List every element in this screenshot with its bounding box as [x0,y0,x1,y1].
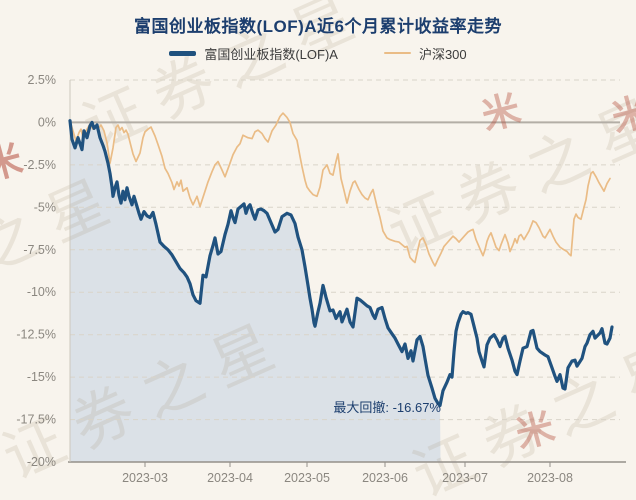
legend-item-0: 富国创业板指数(LOF)A [169,44,338,63]
max-drawdown-label: 最大回撤: -16.67% [333,400,441,415]
y-axis-tick-label: -15% [27,370,56,384]
y-axis-tick-label: -12.5% [16,328,56,342]
y-axis-tick-label: -5% [34,200,56,214]
legend-item-1: 沪深300 [383,44,467,63]
y-axis-tick-label: 0% [38,115,56,129]
legend-swatch-icon [383,52,411,54]
legend-swatch-icon [169,50,197,56]
y-axis-tick-label: -7.5% [23,243,56,257]
x-axis-tick-label: 2023-06 [362,471,408,485]
x-axis-tick-label: 2023-08 [527,471,573,485]
x-axis-tick-label: 2023-07 [442,471,488,485]
y-axis-tick-label: -17.5% [16,413,56,427]
y-axis-tick-label: -2.5% [23,158,56,172]
chart-legend: 富国创业板指数(LOF)A 沪深300 [0,44,636,62]
x-axis-tick-label: 2023-05 [284,471,330,485]
y-axis-tick-label: -10% [27,285,56,299]
y-axis-tick-label: -20% [27,455,56,469]
x-axis-tick-label: 2023-03 [122,471,168,485]
series-line-沪深300 [69,112,611,267]
x-axis-tick-label: 2023-04 [207,471,253,485]
page-title: 富国创业板指数(LOF)A近6个月累计收益率走势 [133,17,503,36]
y-axis-tick-label: 2.5% [28,73,57,87]
series-line-富国创业板指数(LOF)A [68,119,614,408]
legend-label: 富国创业板指数(LOF)A [204,46,338,62]
legend-label: 沪深300 [418,46,467,62]
